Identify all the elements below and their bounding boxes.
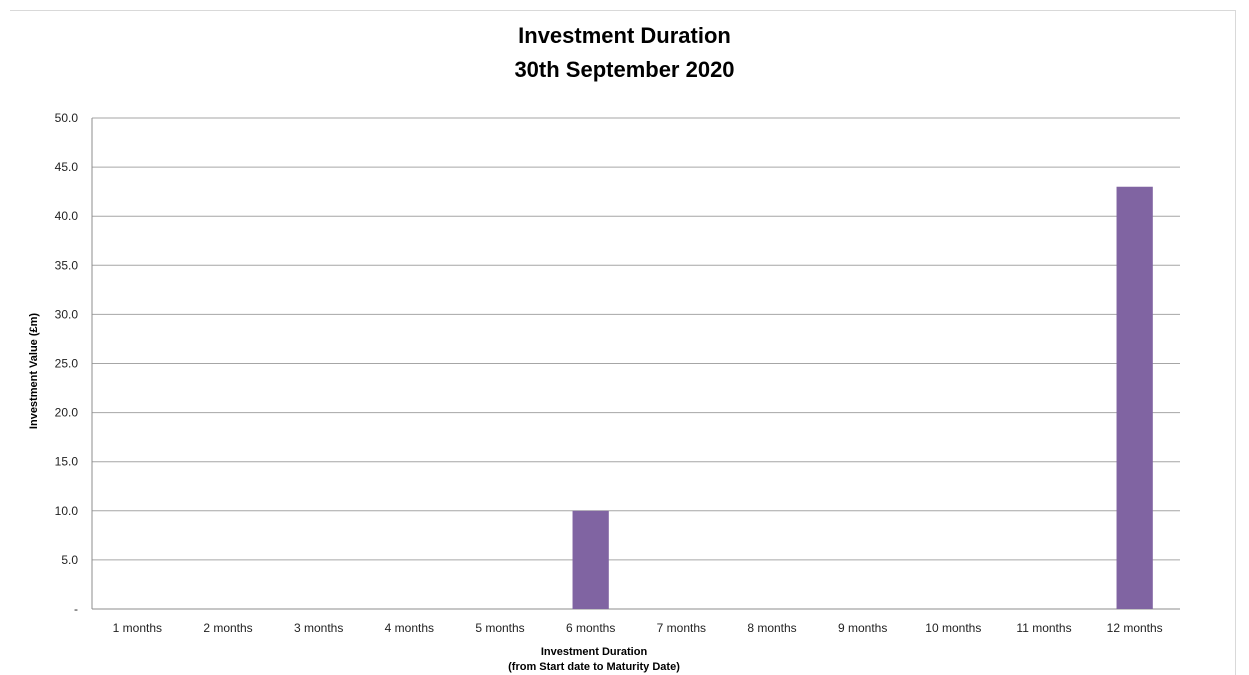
x-tick-label: 2 months <box>203 621 252 635</box>
y-axis-title: Investment Value (£m) <box>28 313 40 429</box>
bar-6-months <box>572 510 609 609</box>
bar-12-months <box>1116 186 1153 610</box>
chart-title: Investment Duration <box>518 23 731 48</box>
x-tick-label: 12 months <box>1107 621 1163 635</box>
y-tick-label: 30.0 <box>55 307 79 321</box>
y-tick-label: 25.0 <box>55 357 79 371</box>
y-tick-label: 15.0 <box>55 455 79 469</box>
x-tick-label: 9 months <box>838 621 887 635</box>
x-tick-label: 1 months <box>113 621 162 635</box>
y-tick-label: 5.0 <box>61 553 78 567</box>
x-axis-title: Investment Duration <box>541 646 648 658</box>
y-tick-label: 35.0 <box>55 258 79 272</box>
x-tick-label: 10 months <box>925 621 981 635</box>
y-tick-label: 45.0 <box>55 160 79 174</box>
y-tick-label: 40.0 <box>55 209 79 223</box>
x-tick-label: 7 months <box>657 621 706 635</box>
y-tick-label: 10.0 <box>55 504 79 518</box>
y-tick-label: 20.0 <box>55 406 79 420</box>
y-tick-label: 50.0 <box>55 111 79 125</box>
chart-frame <box>10 10 1236 675</box>
chart-subtitle: 30th September 2020 <box>514 57 735 82</box>
x-tick-label: 6 months <box>566 621 615 635</box>
x-tick-label: 8 months <box>747 621 796 635</box>
x-tick-label: 5 months <box>475 621 524 635</box>
x-tick-label: 4 months <box>385 621 434 635</box>
y-tick-label: - <box>74 602 78 616</box>
x-tick-label: 11 months <box>1016 621 1071 635</box>
x-axis-subtitle: (from Start date to Maturity Date) <box>508 661 680 673</box>
x-tick-label: 3 months <box>294 621 343 635</box>
